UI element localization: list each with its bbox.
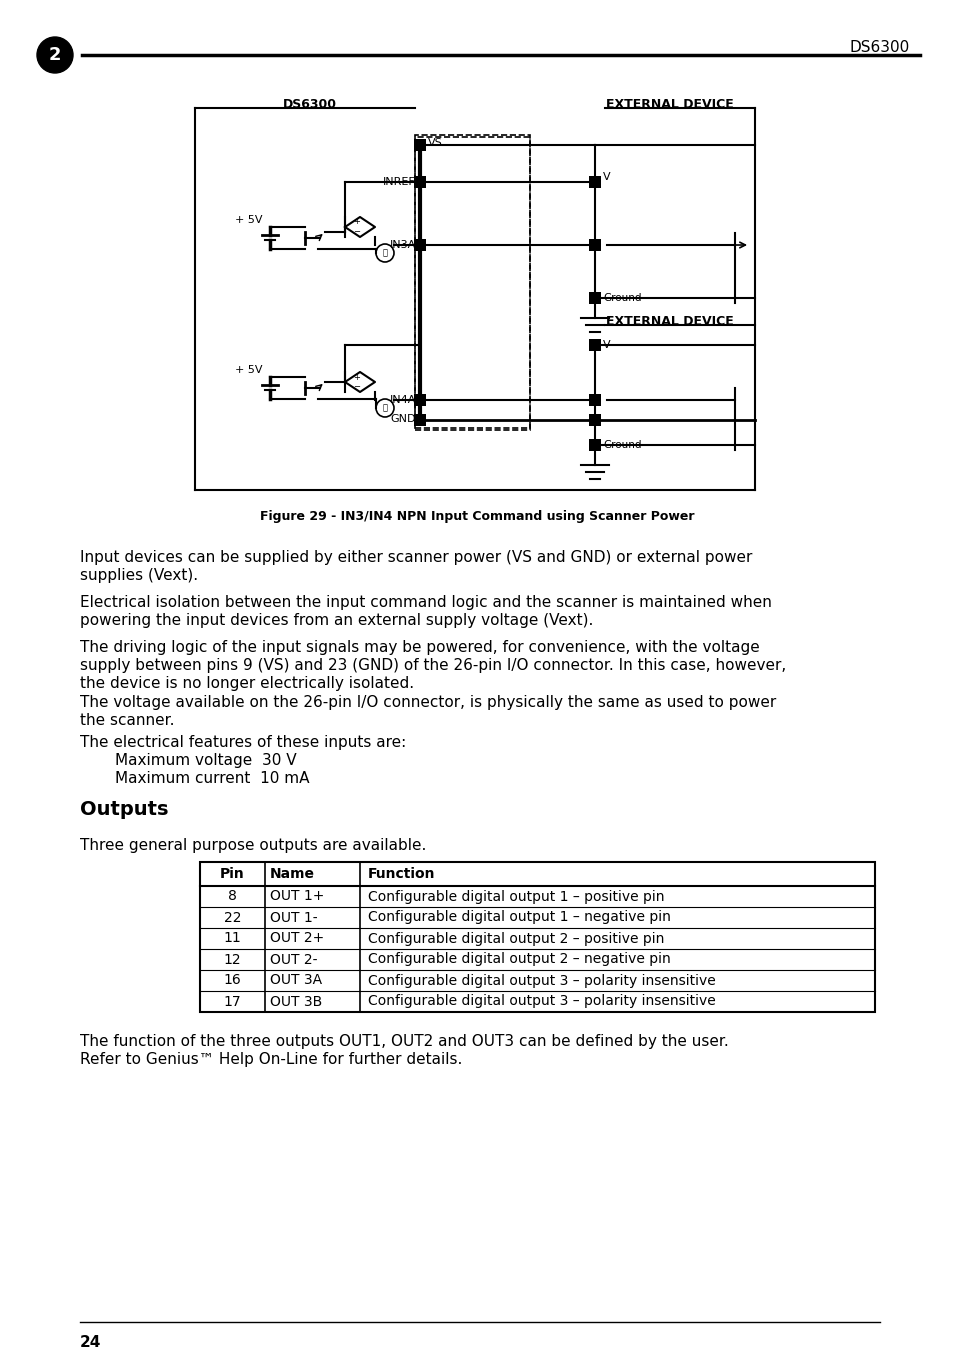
- Text: Pin: Pin: [220, 867, 245, 881]
- Text: 8: 8: [228, 889, 236, 904]
- Text: Maximum current  10 mA: Maximum current 10 mA: [115, 771, 309, 786]
- Text: 17: 17: [223, 994, 241, 1008]
- Text: −: −: [354, 382, 360, 392]
- Text: The driving logic of the input signals may be powered, for convenience, with the: The driving logic of the input signals m…: [80, 640, 759, 655]
- Text: EXTERNAL DEVICE: EXTERNAL DEVICE: [605, 99, 733, 111]
- Text: 11: 11: [223, 931, 241, 946]
- Text: V: V: [602, 340, 610, 350]
- Bar: [414, 176, 426, 188]
- Text: Ground: Ground: [602, 440, 640, 450]
- Bar: [415, 136, 530, 428]
- Bar: [588, 413, 600, 426]
- Text: The electrical features of these inputs are:: The electrical features of these inputs …: [80, 735, 406, 750]
- Text: OUT 2+: OUT 2+: [270, 931, 324, 946]
- Text: ⓘ: ⓘ: [382, 404, 387, 412]
- Text: OUT 1+: OUT 1+: [270, 889, 324, 904]
- Text: DS6300: DS6300: [849, 41, 909, 55]
- Text: IN4A: IN4A: [389, 394, 416, 405]
- Text: 2: 2: [49, 46, 61, 63]
- Text: INREF: INREF: [383, 177, 416, 186]
- Text: Three general purpose outputs are available.: Three general purpose outputs are availa…: [80, 838, 426, 852]
- Text: V: V: [602, 172, 610, 182]
- Text: Function: Function: [368, 867, 435, 881]
- Text: Electrical isolation between the input command logic and the scanner is maintain: Electrical isolation between the input c…: [80, 594, 771, 611]
- Text: Configurable digital output 1 – negative pin: Configurable digital output 1 – negative…: [368, 911, 670, 924]
- Text: The function of the three outputs OUT1, OUT2 and OUT3 can be defined by the user: The function of the three outputs OUT1, …: [80, 1034, 728, 1048]
- Text: 24: 24: [80, 1335, 101, 1350]
- Text: OUT 1-: OUT 1-: [270, 911, 317, 924]
- Bar: [588, 439, 600, 451]
- Bar: [414, 413, 426, 426]
- Text: 22: 22: [224, 911, 241, 924]
- Text: Maximum voltage  30 V: Maximum voltage 30 V: [115, 753, 296, 767]
- Text: the scanner.: the scanner.: [80, 713, 174, 728]
- Bar: [415, 135, 530, 430]
- Text: The voltage available on the 26-pin I/O connector, is physically the same as use: The voltage available on the 26-pin I/O …: [80, 694, 776, 711]
- Text: 12: 12: [223, 952, 241, 966]
- Bar: [588, 292, 600, 304]
- Text: supplies (Vext).: supplies (Vext).: [80, 567, 198, 584]
- Text: ⓘ: ⓘ: [382, 249, 387, 258]
- Text: Name: Name: [270, 867, 314, 881]
- Text: Configurable digital output 3 – polarity insensitive: Configurable digital output 3 – polarity…: [368, 974, 715, 988]
- Text: OUT 3A: OUT 3A: [270, 974, 322, 988]
- Text: the device is no longer electrically isolated.: the device is no longer electrically iso…: [80, 676, 414, 690]
- Text: Configurable digital output 1 – positive pin: Configurable digital output 1 – positive…: [368, 889, 664, 904]
- Text: VS: VS: [428, 138, 442, 149]
- Text: +: +: [354, 373, 360, 381]
- Bar: [588, 239, 600, 251]
- Bar: [414, 394, 426, 407]
- Text: Configurable digital output 2 – positive pin: Configurable digital output 2 – positive…: [368, 931, 663, 946]
- Text: + 5V: + 5V: [234, 215, 262, 226]
- Bar: [414, 239, 426, 251]
- Text: Ground: Ground: [602, 293, 640, 303]
- Text: GND: GND: [390, 413, 416, 424]
- Text: OUT 3B: OUT 3B: [270, 994, 322, 1008]
- Text: Configurable digital output 3 – polarity insensitive: Configurable digital output 3 – polarity…: [368, 994, 715, 1008]
- Text: + 5V: + 5V: [234, 365, 262, 376]
- Text: −: −: [354, 227, 360, 236]
- Circle shape: [37, 36, 73, 73]
- Bar: [588, 394, 600, 407]
- Text: powering the input devices from an external supply voltage (Vext).: powering the input devices from an exter…: [80, 613, 593, 628]
- Text: supply between pins 9 (VS) and 23 (GND) of the 26-pin I/O connector. In this cas: supply between pins 9 (VS) and 23 (GND) …: [80, 658, 785, 673]
- Text: IN3A: IN3A: [390, 240, 416, 250]
- Text: Refer to Genius™ Help On-Line for further details.: Refer to Genius™ Help On-Line for furthe…: [80, 1052, 462, 1067]
- Text: EXTERNAL DEVICE: EXTERNAL DEVICE: [605, 315, 733, 328]
- Bar: [588, 339, 600, 351]
- Text: OUT 2-: OUT 2-: [270, 952, 317, 966]
- Text: DS6300: DS6300: [283, 99, 336, 111]
- Bar: [200, 862, 874, 1012]
- Text: 16: 16: [223, 974, 241, 988]
- Text: Outputs: Outputs: [80, 800, 169, 819]
- Text: Configurable digital output 2 – negative pin: Configurable digital output 2 – negative…: [368, 952, 670, 966]
- Text: +: +: [354, 218, 360, 227]
- Text: Input devices can be supplied by either scanner power (VS and GND) or external p: Input devices can be supplied by either …: [80, 550, 752, 565]
- Bar: [414, 139, 426, 151]
- Text: Figure 29 - IN3/IN4 NPN Input Command using Scanner Power: Figure 29 - IN3/IN4 NPN Input Command us…: [259, 509, 694, 523]
- Bar: [588, 176, 600, 188]
